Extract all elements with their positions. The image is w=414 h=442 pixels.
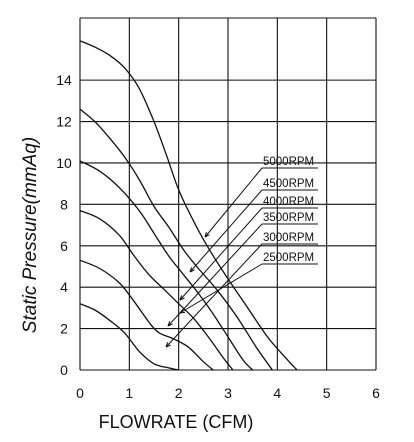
leader-line [165, 243, 263, 348]
x-tick-label: 4 [273, 385, 281, 401]
rpm-labels: 5000RPM 4500RPM 4000RPM 3500RPM 3000RPM 2500R… [263, 156, 314, 264]
x-tick-label: 3 [224, 385, 232, 401]
series-line-3500rpm [79, 209, 234, 371]
x-tick-label: 0 [76, 385, 84, 401]
y-tick-label: 2 [60, 321, 68, 337]
y-tick-label: 14 [56, 72, 72, 88]
series-line-5000rpm [79, 40, 298, 371]
y-tick-label: 4 [60, 279, 68, 295]
x-tick-label: 6 [372, 385, 380, 401]
x-tick-label: 5 [323, 385, 331, 401]
leader-arrowhead [165, 342, 171, 348]
leader-arrowhead [189, 267, 195, 273]
series-line-2500rpm [79, 303, 179, 371]
y-tick-label: 8 [60, 196, 68, 212]
rpm-label-4000rpm: 4000RPM [263, 196, 314, 208]
series-line-4000rpm [79, 160, 254, 371]
rpm-label-4500rpm: 4500RPM [263, 178, 314, 190]
x-tick-label: 1 [125, 385, 133, 401]
y-tick-label: 10 [56, 155, 72, 171]
leader-arrowhead [167, 321, 173, 327]
y-tick-label: 6 [60, 238, 68, 254]
leader-line [204, 167, 263, 238]
rpm-label-3500rpm: 3500RPM [263, 212, 314, 224]
performance-curves [79, 40, 298, 371]
rpm-label-2500rpm: 2500RPM [263, 252, 314, 264]
rpm-label-5000rpm: 5000RPM [263, 156, 314, 168]
series-line-3000rpm [79, 259, 214, 371]
leader-arrowhead [179, 308, 186, 314]
leader-arrowhead [179, 295, 185, 301]
grid [79, 17, 377, 371]
y-tick-label: 0 [60, 362, 68, 378]
y-tick-label: 12 [56, 114, 72, 130]
series-line-4500rpm [79, 108, 273, 371]
label-leaders [165, 167, 318, 348]
leader-line [179, 207, 263, 301]
y-axis-title: Static Pressure(mmAq) [20, 137, 41, 333]
leader-line [179, 263, 263, 314]
rpm-label-3000rpm: 3000RPM [263, 232, 314, 244]
x-axis-title: FLOWRATE (CFM) [99, 412, 254, 432]
x-tick-label: 2 [175, 385, 183, 401]
leader-line [167, 223, 263, 327]
leader-arrowhead [204, 232, 210, 238]
leader-line [189, 189, 263, 273]
